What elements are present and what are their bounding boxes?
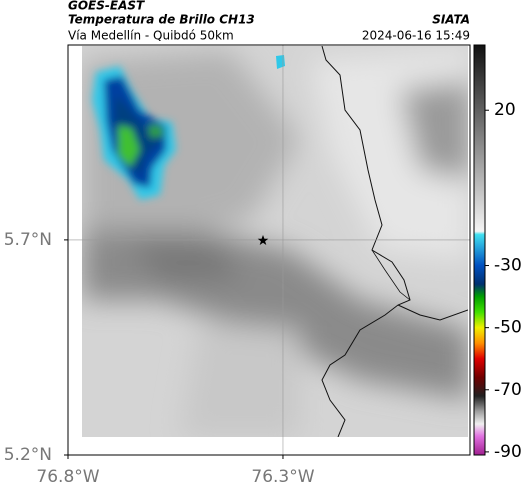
route: Vía Medellín - Quibdó 50km (68, 29, 234, 43)
location-marker (257, 235, 269, 245)
colorbar-label: -70 (494, 380, 522, 400)
x-tick-label: 76.8°W (36, 467, 99, 487)
y-tick-label: 5.2°N (4, 445, 52, 465)
colorbar-label: -90 (494, 442, 522, 462)
colorbar-label: 20 (494, 100, 516, 120)
map-frame (67, 44, 471, 456)
subtitle: Temperatura de Brillo CH13 (68, 13, 255, 27)
x-tick-label: 76.3°W (251, 467, 314, 487)
satellite-image (82, 46, 468, 437)
title: GOES-EAST (68, 0, 145, 13)
colorbar-label: -30 (494, 256, 522, 276)
y-tick-label: 5.7°N (4, 230, 52, 250)
colorbar (473, 44, 486, 456)
colorbar-label: -50 (494, 318, 522, 338)
timestamp: 2024-06-16 15:49 (362, 29, 470, 43)
source: SIATA (432, 13, 470, 27)
